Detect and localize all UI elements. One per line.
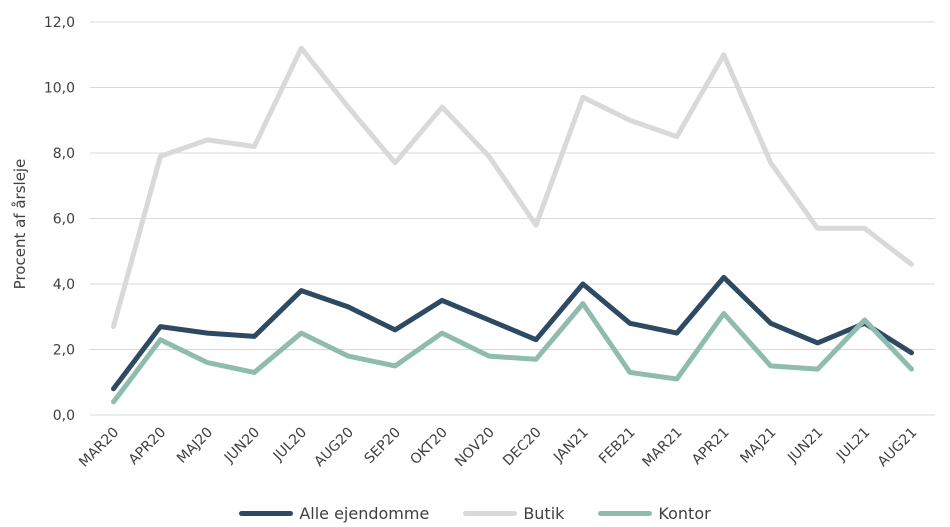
legend-swatch-alle-ejendomme (239, 511, 294, 516)
y-axis-ticks: 0,0 2,0 4,0 6,0 8,0 10,0 12,0 (44, 15, 75, 424)
x-tick-label: JUN20 (221, 425, 263, 467)
x-tick-label: MAJ21 (737, 425, 779, 467)
y-tick-label: 10,0 (44, 81, 75, 97)
x-tick-label: OKT20 (407, 425, 450, 468)
legend-label-butik: Butik (523, 504, 565, 523)
y-tick-label: 2,0 (53, 343, 75, 359)
x-tick-label: APR20 (126, 425, 170, 469)
y-tick-label: 0,0 (53, 408, 75, 424)
series-line-alle-ejendomme (111, 274, 914, 392)
y-tick-label: 12,0 (44, 15, 75, 31)
legend-item-butik: Butik (463, 504, 564, 523)
x-tick-label: NOV20 (452, 425, 498, 471)
x-tick-label: MAJ20 (174, 425, 216, 467)
gridlines (90, 21, 935, 416)
series-lines (111, 45, 914, 405)
series-line-kontor (111, 301, 914, 405)
x-tick-label: MAR20 (76, 425, 122, 471)
x-tick-label: APR21 (689, 425, 733, 469)
legend: Alle ejendomme Butik Kontor (0, 504, 950, 523)
x-tick-label: AUG20 (311, 425, 357, 471)
series-line-butik (111, 45, 914, 330)
y-tick-label: 4,0 (53, 277, 75, 293)
x-tick-label: JUL21 (833, 425, 873, 465)
y-tick-label: 6,0 (53, 212, 75, 228)
legend-item-alle-ejendomme: Alle ejendomme (239, 504, 429, 523)
x-tick-label: JUL20 (270, 425, 310, 465)
x-tick-label: AUG21 (875, 425, 921, 471)
x-tick-label: FEB21 (596, 425, 639, 468)
x-axis-ticks: MAR20 APR20 MAJ20 JUN20 JUL20 AUG20 SEP20 OKT20… (76, 425, 920, 471)
y-axis-label: Procent af årsleje (11, 159, 29, 290)
y-tick-label: 8,0 (53, 146, 75, 162)
legend-item-kontor: Kontor (598, 504, 711, 523)
x-tick-label: SEP20 (362, 425, 404, 467)
legend-label-alle-ejendomme: Alle ejendomme (299, 504, 430, 523)
legend-swatch-butik (463, 511, 518, 516)
x-tick-label: DEC20 (500, 425, 545, 470)
x-tick-label: JAN21 (550, 425, 592, 467)
legend-swatch-kontor (598, 511, 653, 516)
x-tick-label: JUN21 (784, 425, 826, 467)
legend-label-kontor: Kontor (658, 504, 711, 523)
x-tick-label: MAR21 (640, 425, 686, 471)
line-chart: 0,02,04,06,08,010,012,0 MAR20 APR20 MAJ20 J… (11, 15, 935, 471)
